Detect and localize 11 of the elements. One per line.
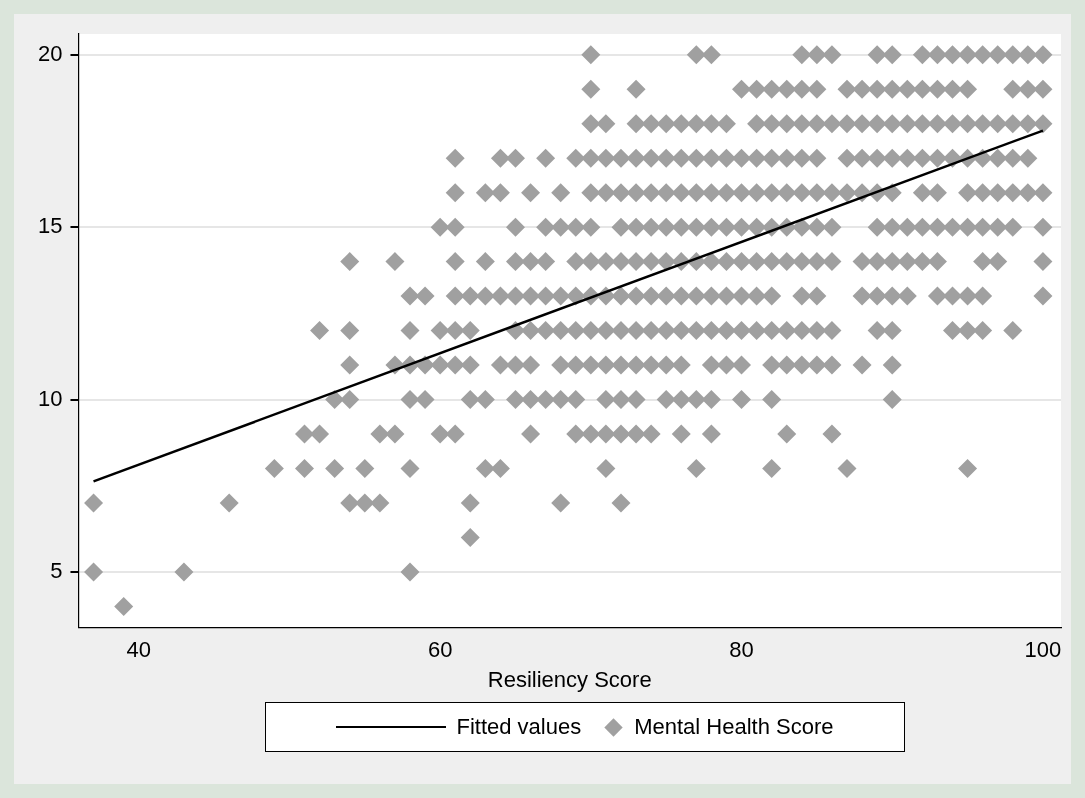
x-tick-label: 100	[1024, 637, 1062, 663]
legend-label: Fitted values	[456, 714, 582, 740]
x-axis-title: Resiliency Score	[487, 666, 652, 692]
legend-label: Mental Health Score	[634, 714, 834, 740]
x-tick-label: 40	[126, 637, 151, 663]
x-tick-label: 80	[729, 637, 754, 663]
y-tick-label: 20	[37, 40, 63, 66]
x-tick-label: 60	[427, 637, 453, 663]
y-tick-label: 5	[50, 558, 63, 584]
y-tick-label: 15	[37, 213, 63, 239]
y-tick-label: 10	[37, 385, 63, 411]
